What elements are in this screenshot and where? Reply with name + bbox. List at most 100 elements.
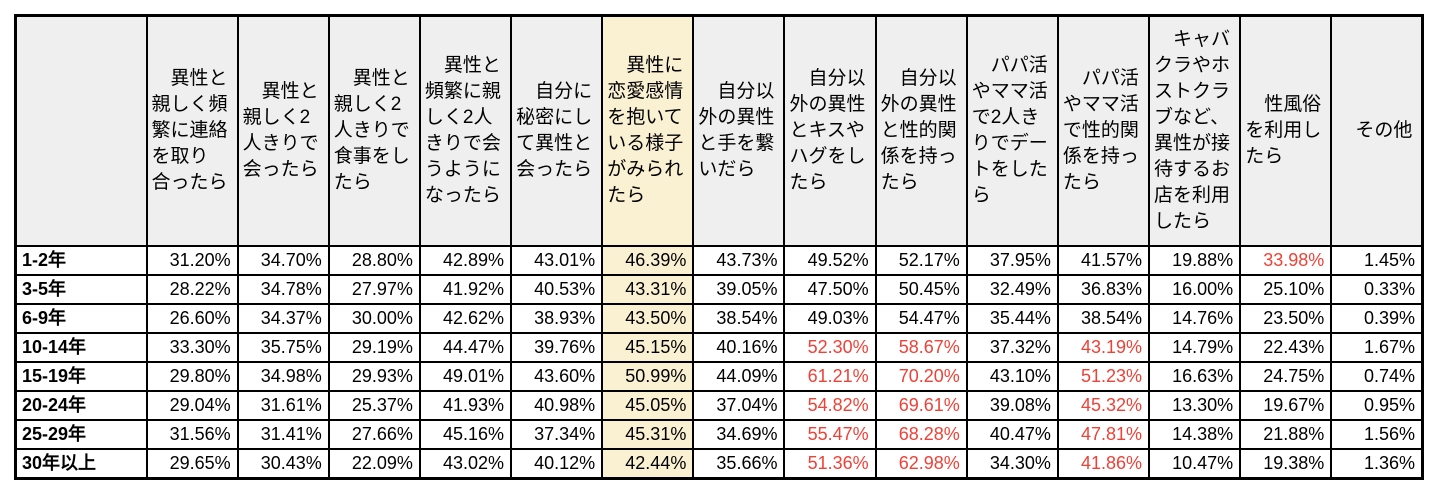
value-cell: 10.47% (1148, 448, 1242, 480)
value-cell: 33.30% (145, 332, 239, 363)
value-cell: 52.30% (783, 332, 877, 363)
value-cell: 31.56% (145, 419, 239, 450)
value-cell: 40.16% (692, 332, 786, 363)
value-cell: 29.19% (327, 332, 421, 363)
table-row: 10-14年 33.30% 35.75% 29.19% 44.47% 39.76% 45.1… (14, 332, 1424, 363)
value-cell: 34.37% (236, 303, 330, 334)
value-cell: 44.47% (418, 332, 513, 363)
value-cell: 47.81% (1056, 419, 1151, 450)
table-body: 1-2年 31.20% 34.70% 28.80% 42.89% 43.01% 46.39%… (14, 245, 1424, 480)
value-cell: 69.61% (874, 390, 968, 421)
value-cell: 43.50% (601, 303, 695, 334)
value-cell: 19.38% (1239, 448, 1333, 480)
value-cell: 24.75% (1239, 361, 1333, 392)
table-row: 6-9年 26.60% 34.37% 30.00% 42.62% 38.93% 43.50%… (14, 303, 1424, 334)
value-cell: 41.92% (418, 274, 513, 305)
value-cell: 36.83% (1056, 274, 1151, 305)
value-cell: 26.60% (145, 303, 239, 334)
value-cell: 43.10% (965, 361, 1059, 392)
value-cell: 40.12% (510, 448, 604, 480)
value-cell: 25.37% (327, 390, 421, 421)
value-cell: 42.44% (601, 448, 695, 480)
column-header: 異性と 頻繁に親 しく2人 きりで会 うように なったら (418, 14, 513, 247)
value-cell: 22.43% (1239, 332, 1333, 363)
value-cell: 43.19% (1056, 332, 1151, 363)
value-cell: 23.50% (1239, 303, 1333, 334)
value-cell: 51.23% (1056, 361, 1151, 392)
value-cell: 50.99% (601, 361, 695, 392)
value-cell: 47.50% (783, 274, 877, 305)
value-cell: 1.36% (1330, 448, 1424, 480)
corner-cell (14, 14, 148, 247)
value-cell: 13.30% (1148, 390, 1242, 421)
value-cell: 0.95% (1330, 390, 1424, 421)
value-cell: 40.47% (965, 419, 1059, 450)
value-cell: 41.86% (1056, 448, 1151, 480)
value-cell: 33.98% (1239, 245, 1333, 276)
column-header: 異性と 親しく頻 繁に連絡 を取り 合ったら (145, 14, 239, 247)
column-header: 自分以 外の異性 とキスや ハグをし たら (783, 14, 877, 247)
value-cell: 30.00% (327, 303, 421, 334)
value-cell: 42.89% (418, 245, 513, 276)
value-cell: 41.93% (418, 390, 513, 421)
table-row: 30年以上 29.65% 30.43% 22.09% 43.02% 40.12% 42.44… (14, 448, 1424, 480)
value-cell: 55.47% (783, 419, 877, 450)
value-cell: 52.17% (874, 245, 968, 276)
row-label: 1-2年 (14, 245, 148, 276)
value-cell: 34.78% (236, 274, 330, 305)
column-header: 自分以 外の異性 と手を繋 いだら (692, 14, 786, 247)
value-cell: 28.22% (145, 274, 239, 305)
value-cell: 45.05% (601, 390, 695, 421)
value-cell: 42.62% (418, 303, 513, 334)
value-cell: 14.76% (1148, 303, 1242, 334)
table-row: 15-19年 29.80% 34.98% 29.93% 49.01% 43.60% 50.9… (14, 361, 1424, 392)
column-header: 自分以 外の異性 と性的関 係を持っ たら (874, 14, 968, 247)
row-label: 15-19年 (14, 361, 148, 392)
value-cell: 32.49% (965, 274, 1059, 305)
value-cell: 35.66% (692, 448, 786, 480)
value-cell: 1.56% (1330, 419, 1424, 450)
row-label: 30年以上 (14, 448, 148, 480)
column-header: パパ活 やママ活 で2人き りでデー トをした ら (965, 14, 1059, 247)
value-cell: 39.08% (965, 390, 1059, 421)
value-cell: 29.04% (145, 390, 239, 421)
value-cell: 31.20% (145, 245, 239, 276)
value-cell: 49.52% (783, 245, 877, 276)
value-cell: 14.38% (1148, 419, 1242, 450)
value-cell: 43.60% (510, 361, 604, 392)
value-cell: 61.21% (783, 361, 877, 392)
value-cell: 40.53% (510, 274, 604, 305)
value-cell: 50.45% (874, 274, 968, 305)
row-label: 10-14年 (14, 332, 148, 363)
value-cell: 30.43% (236, 448, 330, 480)
value-cell: 28.80% (327, 245, 421, 276)
column-header: パパ活 やママ活 で性的関 係を持っ たら (1056, 14, 1151, 247)
value-cell: 29.93% (327, 361, 421, 392)
value-cell: 21.88% (1239, 419, 1333, 450)
value-cell: 46.39% (601, 245, 695, 276)
table-row: 1-2年 31.20% 34.70% 28.80% 42.89% 43.01% 46.39%… (14, 245, 1424, 276)
value-cell: 62.98% (874, 448, 968, 480)
value-cell: 49.03% (783, 303, 877, 334)
value-cell: 25.10% (1239, 274, 1333, 305)
value-cell: 14.79% (1148, 332, 1242, 363)
value-cell: 45.15% (601, 332, 695, 363)
column-header: 異性と 親しく2 人きりで 会ったら (236, 14, 330, 247)
table-row: 25-29年 31.56% 31.41% 27.66% 45.16% 37.34% 45.3… (14, 419, 1424, 450)
row-label: 6-9年 (14, 303, 148, 334)
column-header: 異性と 親しく2 人きりで 食事をし たら (327, 14, 421, 247)
value-cell: 35.44% (965, 303, 1059, 334)
value-cell: 29.65% (145, 448, 239, 480)
column-header: キャバ クラやホ ストクラ ブなど、 異性が接 待するお 店を利用 したら (1148, 14, 1242, 247)
value-cell: 16.00% (1148, 274, 1242, 305)
value-cell: 37.04% (692, 390, 786, 421)
value-cell: 1.67% (1330, 332, 1424, 363)
value-cell: 0.33% (1330, 274, 1424, 305)
value-cell: 41.57% (1056, 245, 1151, 276)
value-cell: 31.41% (236, 419, 330, 450)
value-cell: 0.74% (1330, 361, 1424, 392)
value-cell: 43.31% (601, 274, 695, 305)
value-cell: 70.20% (874, 361, 968, 392)
value-cell: 29.80% (145, 361, 239, 392)
